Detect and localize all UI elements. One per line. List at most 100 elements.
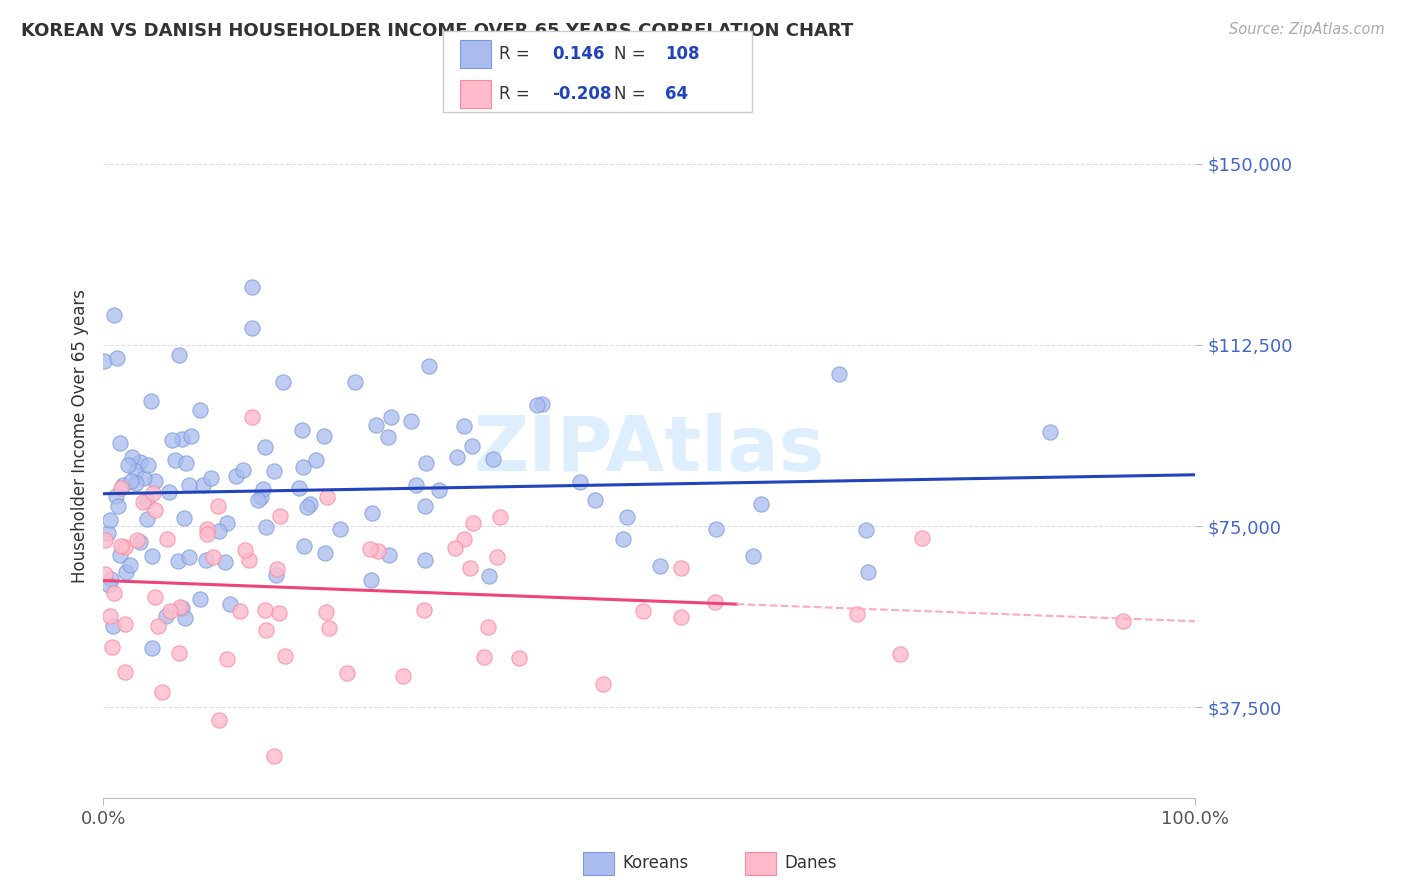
Text: -0.208: -0.208 — [553, 85, 612, 103]
Point — [100, 572, 122, 586]
Point — [238, 553, 260, 567]
Point — [172, 600, 194, 615]
Point — [132, 471, 155, 485]
Point — [858, 565, 880, 579]
Point — [329, 522, 352, 536]
Point — [305, 453, 328, 467]
Point — [453, 418, 475, 433]
Point — [194, 553, 217, 567]
Point — [360, 573, 382, 587]
Point — [146, 619, 169, 633]
Point — [247, 493, 270, 508]
Point — [318, 621, 340, 635]
Point — [297, 500, 319, 514]
Point — [855, 524, 877, 538]
Text: R =: R = — [499, 45, 530, 62]
Point — [343, 375, 366, 389]
Text: ZIPAtlas: ZIPAtlas — [474, 413, 825, 487]
Point — [269, 509, 291, 524]
Point — [648, 559, 671, 574]
Point — [1039, 425, 1062, 439]
Point — [378, 549, 401, 563]
Point — [240, 410, 263, 425]
Point — [418, 359, 440, 374]
Point — [474, 650, 496, 665]
Text: N =: N = — [614, 45, 645, 62]
Point — [136, 512, 159, 526]
Point — [142, 485, 165, 500]
Point — [526, 398, 548, 412]
Point — [132, 494, 155, 508]
Point — [458, 561, 481, 575]
Point — [214, 555, 236, 569]
Point — [240, 280, 263, 294]
Point — [267, 606, 290, 620]
Point — [155, 609, 177, 624]
Point — [162, 433, 184, 447]
Point — [174, 456, 197, 470]
Point — [191, 477, 214, 491]
Point — [143, 474, 166, 488]
Point — [103, 619, 125, 633]
Point — [159, 604, 181, 618]
Point — [242, 320, 264, 334]
Point — [141, 640, 163, 655]
Point — [157, 485, 180, 500]
Point — [291, 423, 314, 437]
Point — [173, 611, 195, 625]
Point — [112, 478, 135, 492]
Point — [741, 549, 763, 563]
Point — [167, 554, 190, 568]
Point — [415, 456, 437, 470]
Point — [169, 600, 191, 615]
Text: 108: 108 — [665, 45, 700, 62]
Point — [173, 511, 195, 525]
Point — [207, 499, 229, 513]
Point — [117, 458, 139, 473]
Point — [315, 605, 337, 619]
Point — [143, 590, 166, 604]
Point — [477, 619, 499, 633]
Point — [889, 648, 911, 662]
Point — [568, 475, 591, 490]
Text: Danes: Danes — [785, 855, 837, 872]
Point — [314, 429, 336, 443]
Point — [461, 516, 484, 530]
Point — [129, 455, 152, 469]
Point — [188, 592, 211, 607]
Point — [415, 553, 437, 567]
Text: 64: 64 — [665, 85, 688, 103]
Point — [103, 586, 125, 600]
Point — [266, 562, 288, 576]
Point — [202, 550, 225, 565]
Point — [749, 498, 772, 512]
Point — [453, 533, 475, 547]
Point — [233, 543, 256, 558]
Point — [129, 535, 152, 549]
Point — [98, 513, 121, 527]
Text: N =: N = — [614, 85, 645, 103]
Point — [252, 483, 274, 497]
Point — [380, 410, 402, 425]
Point — [489, 509, 512, 524]
Point — [291, 460, 314, 475]
Point — [97, 578, 120, 592]
Point — [215, 516, 238, 530]
Point — [405, 478, 427, 492]
Point — [669, 561, 692, 575]
Point — [583, 493, 606, 508]
Point — [232, 463, 254, 477]
Point — [177, 549, 200, 564]
Point — [359, 541, 381, 556]
Point — [254, 603, 277, 617]
Point — [218, 597, 240, 611]
Point — [121, 450, 143, 465]
Point — [485, 549, 508, 564]
Point — [108, 435, 131, 450]
Point — [114, 541, 136, 555]
Point — [118, 558, 141, 572]
Point — [392, 669, 415, 683]
Point — [143, 502, 166, 516]
Point — [263, 464, 285, 478]
Point — [93, 354, 115, 368]
